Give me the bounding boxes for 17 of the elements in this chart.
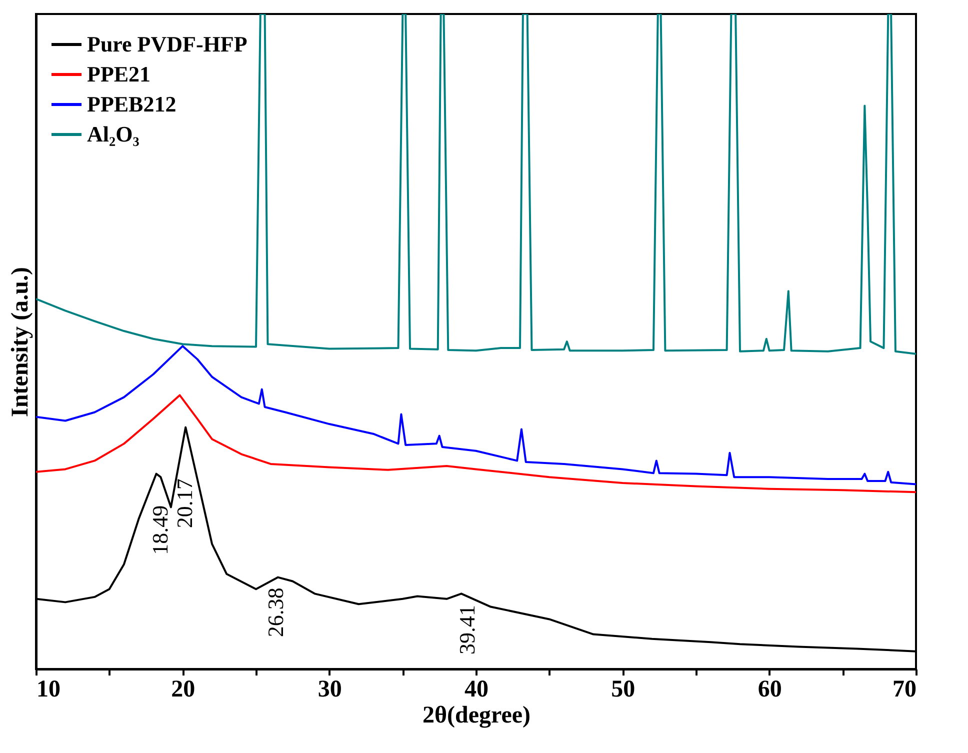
x-tick-label: 10 bbox=[36, 676, 60, 702]
x-tick-label: 40 bbox=[464, 676, 488, 702]
legend-label: Pure PVDF-HFP bbox=[87, 32, 248, 56]
x-tick-label: 50 bbox=[611, 676, 636, 702]
annotation: 18.49 bbox=[148, 505, 173, 555]
legend-label: PPE21 bbox=[87, 62, 151, 86]
x-tick-label: 20 bbox=[171, 676, 196, 702]
annotation: 26.38 bbox=[263, 588, 288, 638]
x-tick-label: 30 bbox=[318, 676, 342, 702]
y-axis-title: Intensity (a.u.) bbox=[8, 266, 34, 418]
x-axis-title: 2θ(degree) bbox=[422, 702, 531, 728]
legend-label: Al₂O₃ bbox=[87, 122, 140, 146]
legend-label: PPEB212 bbox=[87, 92, 176, 116]
x-tick-label: 60 bbox=[758, 676, 782, 702]
annotation: 20.17 bbox=[172, 478, 198, 528]
x-tick-label: 70 bbox=[892, 676, 916, 702]
annotation: 39.41 bbox=[454, 604, 480, 654]
